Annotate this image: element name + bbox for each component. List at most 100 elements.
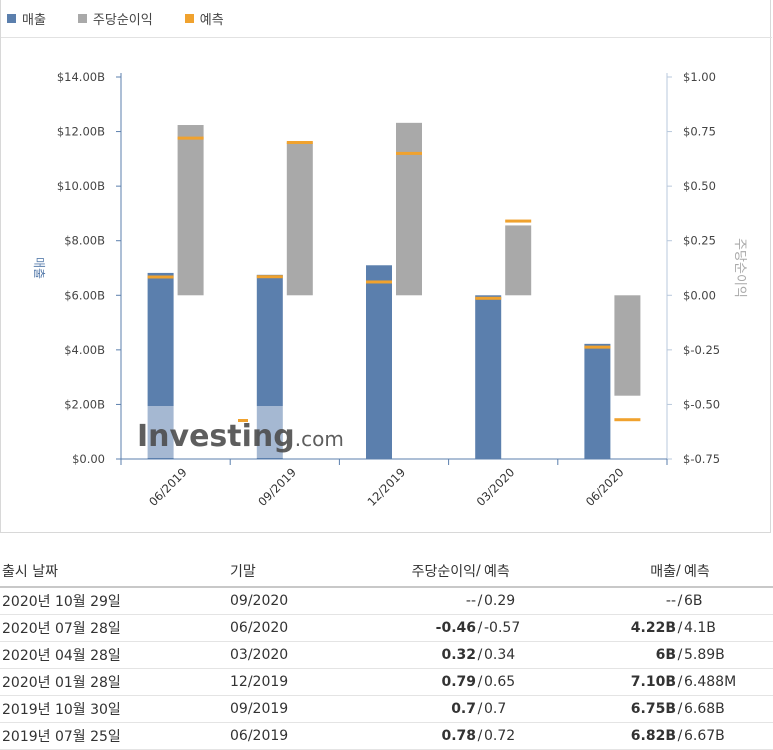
- eps-actual-cell: -0.46: [370, 614, 476, 642]
- revenue-bar: [475, 295, 502, 459]
- eps-forecast-cell: 0.29: [484, 587, 556, 615]
- revenue-forecast-cell: 4.1B: [684, 614, 773, 642]
- legend-item[interactable]: 예측: [184, 9, 224, 28]
- right-tick-label: $0.75: [683, 125, 716, 139]
- revenue-bar: [584, 343, 611, 459]
- revenue-actual-cell: 6.75B: [556, 695, 676, 723]
- right-tick-label: $-0.75: [683, 452, 720, 466]
- eps-forecast-cell: 0.72: [484, 722, 556, 750]
- table-row: 2019년 07월 25일 06/2019 0.78/0.72 6.82B/6.67B: [0, 722, 773, 750]
- period-cell: 06/2019: [230, 722, 370, 750]
- header-revenue[interactable]: 매출: [556, 556, 676, 588]
- left-tick-label: $10.00B: [57, 179, 105, 193]
- eps-actual-cell: 0.78: [370, 722, 476, 750]
- release-date-cell: 2020년 01월 28일: [0, 668, 230, 696]
- left-tick-label: $0.00: [72, 452, 105, 466]
- revenue-forecast-marker: [366, 280, 392, 284]
- x-tick-label: 12/2019: [364, 465, 408, 509]
- earnings-chart: $0.00 $2.00B $4.00B $6.00B $8.00B $10.00B $12.…: [32, 70, 747, 509]
- revenue-separator: /: [676, 668, 684, 696]
- legend-swatch: [7, 13, 16, 23]
- left-axis-title: 매출: [32, 257, 46, 279]
- eps-separator: /: [476, 722, 484, 750]
- legend-swatch: [184, 13, 194, 23]
- revenue-forecast-marker: [256, 275, 283, 279]
- eps-forecast-marker: [614, 418, 641, 422]
- table-row: 2020년 01월 28일 12/2019 0.79/0.65 7.10B/6.488…: [0, 668, 773, 696]
- x-tick-label: 09/2019: [255, 465, 299, 509]
- header-period[interactable]: 기말: [230, 556, 370, 588]
- revenue-separator: /: [676, 614, 684, 642]
- revenue-actual-cell: 6B: [556, 641, 676, 669]
- revenue-separator: /: [676, 641, 684, 669]
- right-tick-label: $-0.25: [683, 343, 720, 357]
- legend-item[interactable]: 주당순이익: [77, 9, 153, 28]
- release-date-cell: 2020년 04월 28일: [0, 641, 230, 669]
- revenue-forecast-cell: 6.68B: [684, 695, 773, 723]
- header-rev-sep: /: [676, 556, 684, 588]
- watermark-logo: Investing.com: [137, 419, 344, 454]
- legend-item[interactable]: 매출: [7, 9, 46, 28]
- eps-bar: [396, 122, 422, 296]
- legend-swatch: [77, 13, 87, 23]
- period-cell: 06/2020: [230, 614, 370, 642]
- revenue-forecast-marker: [584, 345, 611, 349]
- release-date-cell: 2019년 10월 30일: [0, 695, 230, 723]
- header-revenue-forecast[interactable]: 예측: [684, 556, 773, 588]
- revenue-separator: /: [676, 587, 684, 615]
- right-tick-label: $0.50: [683, 179, 716, 193]
- eps-bar: [177, 125, 204, 296]
- period-cell: 09/2019: [230, 695, 370, 723]
- eps-actual-cell: 0.7: [370, 695, 476, 723]
- chart-legend: 매출 주당순이익 예측: [7, 8, 256, 28]
- period-cell: 12/2019: [230, 668, 370, 696]
- right-tick-label: $0.00: [683, 288, 716, 302]
- revenue-actual-cell: --: [556, 587, 676, 615]
- eps-forecast-cell: -0.57: [484, 614, 556, 642]
- left-tick-label: $14.00B: [57, 70, 105, 84]
- revenue-forecast-cell: 5.89B: [684, 641, 773, 669]
- revenue-actual-cell: 7.10B: [556, 668, 676, 696]
- eps-separator: /: [476, 695, 484, 723]
- revenue-forecast-marker: [475, 296, 502, 300]
- eps-separator: /: [476, 668, 484, 696]
- eps-forecast-cell: 0.34: [484, 641, 556, 669]
- left-tick-label: $12.00B: [57, 125, 105, 139]
- header-eps[interactable]: 주당순이익: [370, 556, 476, 588]
- release-date-cell: 2020년 10월 29일: [0, 587, 230, 615]
- right-tick-label: $0.25: [683, 234, 716, 248]
- release-date-cell: 2019년 07월 25일: [0, 722, 230, 750]
- left-tick-label: $8.00B: [64, 234, 105, 248]
- left-tick-label: $6.00B: [64, 288, 105, 302]
- x-tick-label: 06/2019: [146, 465, 190, 509]
- eps-separator: /: [476, 614, 484, 642]
- eps-forecast-marker: [286, 140, 313, 144]
- legend-label: 주당순이익: [92, 12, 153, 28]
- x-tick-label: 06/2020: [583, 465, 627, 509]
- revenue-actual-cell: 4.22B: [556, 614, 676, 642]
- table-row: 2020년 10월 29일 09/2020 --/0.29 --/6B: [0, 587, 773, 615]
- left-tick-label: $4.00B: [64, 343, 105, 357]
- table-header-row: 출시 날짜 기말 주당순이익 / 예측 매출 / 예측: [0, 556, 773, 588]
- header-release-date[interactable]: 출시 날짜: [0, 556, 230, 588]
- table-row: 2020년 07월 28일 06/2020 -0.46/-0.57 4.22B/4.1…: [0, 614, 773, 642]
- right-tick-label: $-0.50: [683, 397, 720, 411]
- period-cell: 03/2020: [230, 641, 370, 669]
- eps-forecast-cell: 0.65: [484, 668, 556, 696]
- revenue-forecast-cell: 6B: [684, 587, 773, 615]
- eps-forecast-cell: 0.7: [484, 695, 556, 723]
- header-eps-forecast[interactable]: 예측: [484, 556, 556, 588]
- revenue-actual-cell: 6.82B: [556, 722, 676, 750]
- revenue-forecast-marker: [147, 275, 174, 279]
- revenue-separator: /: [676, 722, 684, 750]
- header-eps-sep: /: [476, 556, 484, 588]
- earnings-chart-panel: 매출 주당순이익 예측 $0.00 $2.00B $4.00B $6.00B $8.00B $…: [0, 0, 772, 533]
- period-cell: 09/2020: [230, 587, 370, 615]
- eps-bar: [505, 225, 532, 296]
- eps-separator: /: [476, 641, 484, 669]
- right-tick-label: $1.00: [683, 70, 716, 84]
- right-axis-title: 주당순이익: [732, 238, 747, 298]
- eps-actual-cell: 0.32: [370, 641, 476, 669]
- eps-bar: [614, 295, 641, 396]
- revenue-forecast-cell: 6.488M: [684, 668, 773, 696]
